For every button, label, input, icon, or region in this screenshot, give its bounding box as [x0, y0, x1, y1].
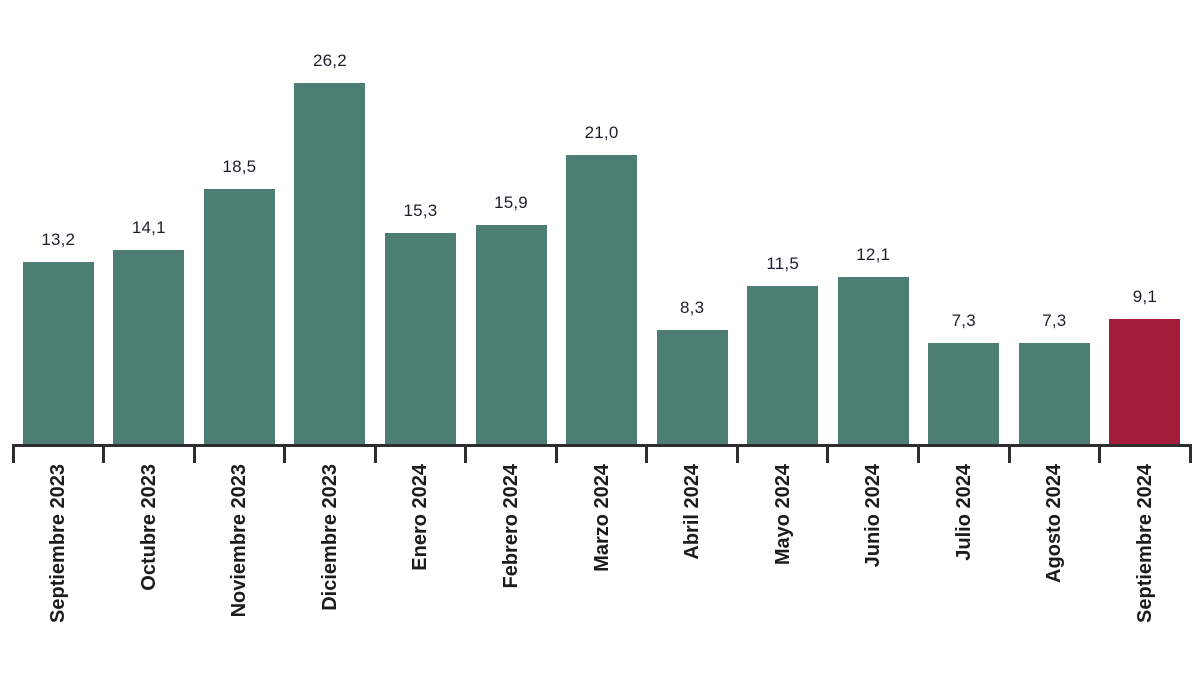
bar [656, 329, 728, 444]
bar [22, 262, 94, 444]
x-axis-label: Agosto 2024 [1043, 464, 1066, 583]
x-axis-tick [645, 444, 649, 463]
bar-value-label: 15,9 [494, 192, 528, 212]
bar-value-label: 9,1 [1132, 286, 1157, 306]
x-axis-label: Mayo 2024 [771, 464, 794, 566]
x-axis-tick [192, 444, 196, 463]
x-axis-tick [826, 444, 830, 463]
x-axis-label: Noviembre 2023 [228, 464, 251, 618]
x-axis-tick [11, 444, 15, 463]
x-axis-line [13, 444, 1191, 447]
bar-value-label: 18,5 [222, 157, 257, 177]
bar [566, 154, 638, 444]
bar-value-label: 15,3 [403, 201, 438, 221]
bar [203, 189, 275, 444]
bar [113, 249, 185, 444]
bar [384, 233, 456, 444]
bar [837, 277, 909, 444]
x-axis-label: Marzo 2024 [590, 464, 613, 572]
x-axis-label: Enero 2024 [409, 464, 432, 571]
x-axis-label: Septiembre 2023 [47, 464, 70, 623]
x-axis-tick [735, 444, 739, 463]
x-axis-label: Septiembre 2024 [1133, 464, 1156, 623]
bar-value-label: 8,3 [680, 297, 705, 317]
x-axis-tick [102, 444, 106, 463]
x-axis-tick [464, 444, 468, 463]
bar-value-label: 7,3 [951, 311, 976, 331]
x-axis-label: Junio 2024 [862, 464, 885, 568]
x-axis-tick [373, 444, 377, 463]
x-axis-tick [554, 444, 558, 463]
bar [928, 343, 1000, 444]
x-axis-tick [917, 444, 920, 463]
bar [1018, 343, 1090, 444]
bar-value-label: 11,5 [766, 253, 799, 273]
bar [475, 224, 547, 444]
x-axis-tick [283, 444, 287, 463]
bar-value-label: 14,1 [131, 217, 166, 237]
bar-value-label: 26,2 [312, 50, 347, 70]
x-axis-label: Febrero 2024 [500, 464, 523, 589]
bar-value-label: 21,0 [584, 122, 619, 142]
x-axis-label: Julio 2024 [952, 464, 975, 561]
bar-value-label: 12,1 [856, 245, 891, 265]
x-axis-tick [1007, 444, 1011, 463]
bar-value-label: 13,2 [41, 230, 76, 250]
x-axis-label: Octubre 2023 [137, 464, 160, 591]
bar [1109, 318, 1181, 444]
x-axis-tick [1098, 444, 1102, 463]
x-axis-label: Abril 2024 [681, 464, 704, 560]
x-axis-label: Diciembre 2023 [318, 464, 341, 611]
x-axis-tick [1188, 444, 1192, 463]
bar [747, 285, 819, 444]
bar [294, 82, 366, 444]
bar-value-label: 7,3 [1042, 311, 1067, 331]
